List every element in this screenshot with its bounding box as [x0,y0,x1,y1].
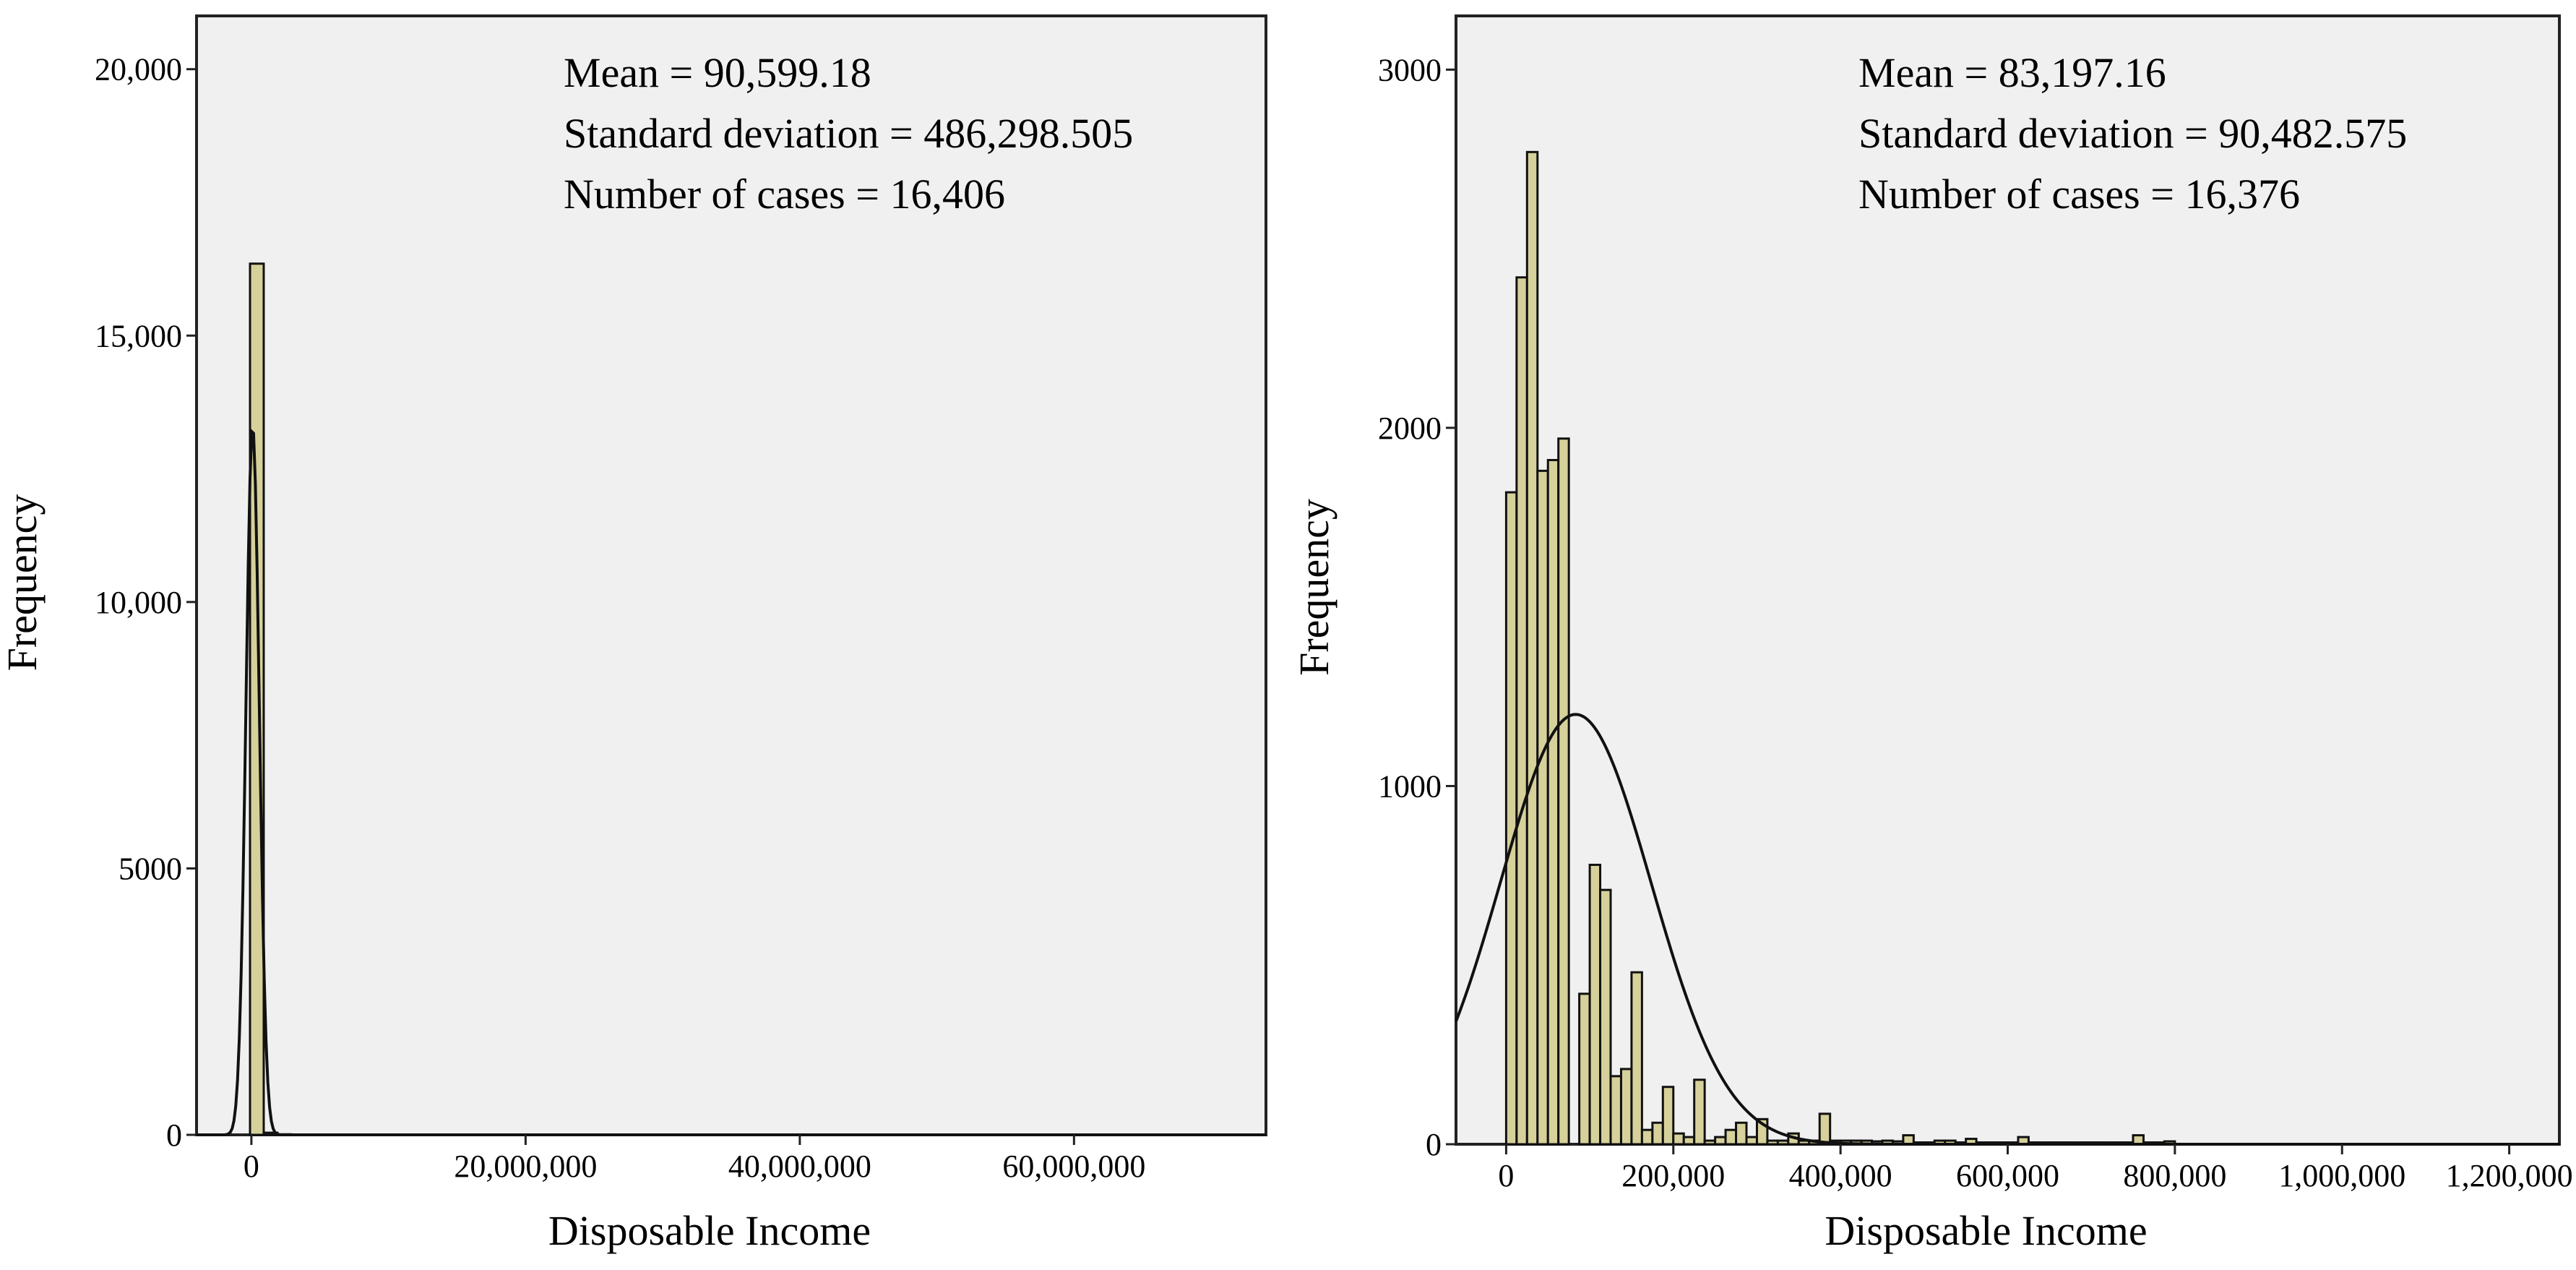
histogram-bar [1588,863,1602,1146]
y-tick-label: 2000 [1378,411,1442,446]
x-tick-label: 60,000,000 [1002,1149,1145,1184]
y-tick-label: 10,000 [95,585,182,620]
histogram-bar [1609,1075,1622,1146]
left-x-axis-ticks: 0 20,000,000 40,000,000 60,000,000 [244,1135,1145,1184]
x-tick-label: 1,200,000 [2446,1158,2573,1193]
histogram-bar [1766,1139,1779,1146]
y-tick-label: 5000 [119,851,182,886]
histogram-bar [1661,1086,1675,1146]
histogram-bar [1682,1136,1696,1146]
right-plot-area [1455,14,2561,1146]
histogram-bar [1818,1112,1832,1146]
histogram-bar [1776,1139,1790,1146]
left-n-label: Number of cases = 16,406 [564,171,1005,218]
x-tick-label: 0 [244,1149,259,1184]
histogram-bar [1640,1128,1654,1146]
histogram-bar [1619,1068,1633,1146]
histogram-bar [1735,1121,1748,1146]
right-x-axis-title: Disposable Income [1825,1207,2147,1254]
histogram-bar [1515,276,1528,1146]
left-x-axis-title: Disposable Income [548,1207,871,1254]
x-tick-label: 1,000,000 [2278,1158,2405,1193]
y-tick-label: 15,000 [95,318,182,353]
histogram-bar [1578,992,1591,1146]
histogram-bar [1745,1136,1758,1146]
left-histogram-panel: 0 5000 10,000 15,000 20,000 0 20,000,000 40,00… [0,14,1267,1254]
right-x-axis-ticks: 0 200,000 400,000 600,000 800,000 1,000,000 1,… [1498,1144,2573,1193]
histogram-bar [1714,1136,1727,1146]
y-tick-label: 3000 [1378,52,1442,87]
right-n-label: Number of cases = 16,376 [1858,171,2300,218]
histogram-bar [1693,1078,1706,1146]
x-tick-label: 200,000 [1621,1158,1725,1193]
y-tick-label: 0 [1426,1127,1442,1162]
x-tick-label: 400,000 [1789,1158,1892,1193]
left-y-axis-title: Frequency [0,494,46,672]
x-tick-label: 20,000,000 [454,1149,597,1184]
histogram-bar [1651,1121,1664,1146]
left-y-axis-ticks: 0 5000 10,000 15,000 20,000 [95,52,197,1153]
y-tick-label: 1000 [1378,768,1442,804]
right-histogram-panel: 0 1000 2000 3000 0 200,000 400,000 600,000 800,… [1291,14,2573,1254]
y-tick-label: 0 [166,1117,182,1153]
histogram-bar [1599,888,1612,1146]
right-y-axis-title: Frequency [1291,499,1337,676]
x-tick-label: 0 [1498,1158,1514,1193]
x-tick-label: 600,000 [1956,1158,2059,1193]
right-sd-label: Standard deviation = 90,482.575 [1858,110,2407,157]
right-y-axis-ticks: 0 1000 2000 3000 [1378,52,1456,1162]
left-sd-label: Standard deviation = 486,298.505 [564,110,1133,157]
left-mean-label: Mean = 90,599.18 [564,49,871,96]
histogram-bar [1504,491,1518,1146]
histogram-bar [1724,1128,1738,1146]
histogram-bar [249,262,265,1136]
histogram-bar [1525,150,1539,1146]
y-tick-label: 20,000 [95,52,182,87]
x-tick-label: 800,000 [2123,1158,2226,1193]
histogram-bar [1557,437,1570,1146]
histogram-bar [1536,469,1549,1146]
left-normal-curve [197,428,1266,1136]
histogram-bar [1546,458,1560,1146]
left-plot-area [195,14,1267,1136]
histogram-bar [1703,1139,1717,1146]
x-tick-label: 40,000,000 [728,1149,871,1184]
histogram-bar [1672,1132,1685,1146]
histogram-bar [1630,971,1643,1146]
right-mean-label: Mean = 83,197.16 [1858,49,2166,96]
